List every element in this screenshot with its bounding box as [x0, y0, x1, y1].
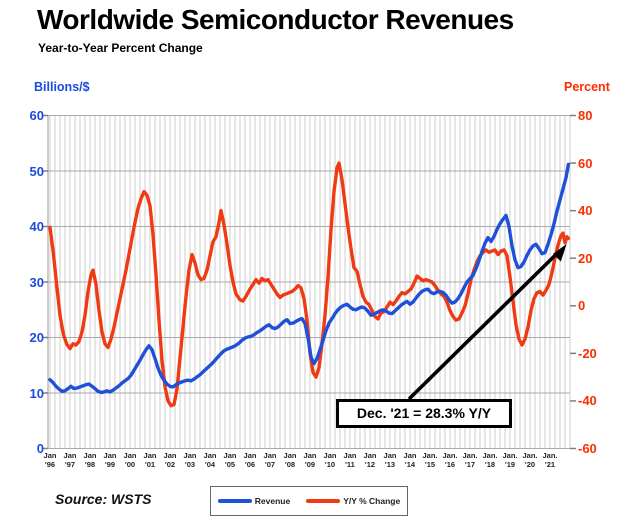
x-axis-tick-label: Jan. '21 [542, 451, 558, 469]
right-axis-tick-label: -40 [578, 393, 597, 409]
right-axis-tick-label: 40 [578, 203, 593, 219]
left-axis-tick-label: 20 [29, 330, 44, 345]
x-axis-tick-label: Jan '97 [63, 451, 77, 469]
legend-item-revenue: Revenue [217, 496, 291, 506]
left-axis-tick-label: 0 [36, 441, 44, 456]
left-axis-tick-label: 10 [29, 385, 44, 401]
x-axis-tick-label: Jan '04 [203, 451, 217, 469]
left-axis-tick-label: 30 [29, 274, 44, 290]
right-axis-title: Percent [564, 80, 610, 94]
x-axis-tick-label: Jan '99 [103, 451, 117, 469]
left-axis-tick-label: 50 [29, 163, 44, 179]
left-axis-title: Billions/$ [34, 80, 90, 94]
annotation-callout: Dec. '21 = 28.3% Y/Y [336, 399, 512, 428]
legend-label-revenue: Revenue [254, 496, 291, 506]
x-axis-tick-label: Jan '10 [323, 451, 337, 469]
left-axis-tick-label: 60 [29, 108, 44, 123]
x-axis-tick-label: Jan. '17 [462, 451, 478, 469]
x-axis-tick-label: Jan. '16 [442, 451, 458, 469]
x-axis-tick-label: Jan. '15 [422, 451, 438, 469]
x-axis-tick-label: Jan '09 [303, 451, 317, 469]
right-axis-tick-label: 0 [578, 298, 586, 314]
right-axis-tick-label: -20 [578, 345, 597, 361]
page-subtitle: Year-to-Year Percent Change [38, 41, 203, 55]
x-axis-tick-label: Jan '14 [403, 451, 417, 469]
x-axis-tick-label: Jan '03 [183, 451, 197, 469]
x-axis-tick-label: Jan. '19 [502, 451, 518, 469]
annotation-arrowhead [553, 243, 567, 262]
yoy-line-swatch [306, 499, 341, 503]
left-axis-tick-label: 40 [29, 219, 44, 234]
x-axis-tick-label: Jan '06 [243, 451, 257, 469]
x-axis-tick-label: Jan '11 [343, 451, 357, 469]
x-axis-tick-label: Jan '05 [223, 451, 237, 469]
x-axis-tick-label: Jan. '18 [482, 451, 498, 469]
x-axis-tick-label: Jan '96 [43, 451, 57, 469]
legend-item-yoy: Y/Y % Change [306, 496, 400, 506]
x-axis-tick-label: Jan. '20 [522, 451, 538, 469]
legend-label-yoy: Y/Y % Change [343, 496, 401, 506]
page-title: Worldwide Semiconductor Revenues [37, 4, 514, 35]
revenue-line [48, 162, 571, 395]
right-axis-tick-label: -60 [578, 441, 597, 456]
x-axis-tick-label: Jan '13 [383, 451, 397, 469]
x-axis-tick-label: Jan '01 [143, 451, 157, 469]
yoy-change-line [48, 161, 571, 408]
annotation-text: Dec. '21 = 28.3% Y/Y [356, 405, 492, 421]
x-axis-tick-label: Jan '02 [163, 451, 177, 469]
x-axis-tick-label: Jan '98 [83, 451, 97, 469]
source-note: Source: WSTS [55, 491, 152, 507]
x-axis-tick-label: Jan '08 [283, 451, 297, 469]
x-axis-tick-label: Jan '12 [363, 451, 377, 469]
right-axis-tick-label: 60 [578, 155, 593, 171]
annotation-arrow [407, 250, 560, 401]
x-axis-tick-label: Jan '00 [123, 451, 137, 469]
right-axis-tick-label: 80 [578, 108, 593, 123]
right-axis-tick-label: 20 [578, 250, 593, 266]
revenue-line-swatch [217, 499, 252, 503]
legend: Revenue Y/Y % Change [210, 486, 408, 516]
x-axis-tick-label: Jan '07 [263, 451, 277, 469]
